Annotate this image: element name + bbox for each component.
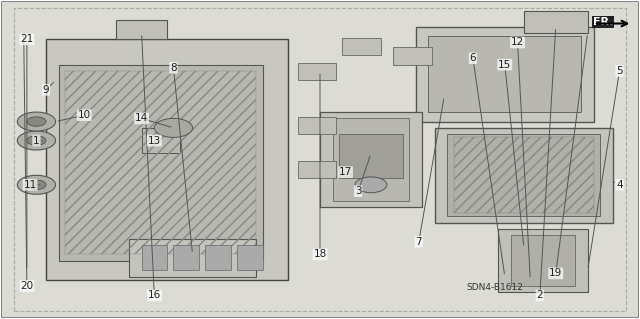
Text: 12: 12: [511, 38, 524, 48]
Circle shape: [27, 136, 46, 145]
Text: 20: 20: [20, 281, 33, 291]
Bar: [141, 245, 167, 270]
Bar: [511, 235, 575, 286]
Bar: [454, 137, 594, 213]
Circle shape: [355, 177, 387, 193]
Bar: [339, 134, 403, 178]
Text: 9: 9: [43, 85, 49, 95]
Text: 6: 6: [470, 53, 476, 63]
Text: 11: 11: [24, 180, 36, 190]
Text: 14: 14: [135, 113, 148, 123]
Circle shape: [17, 112, 56, 131]
Bar: [237, 245, 262, 270]
Bar: [205, 245, 231, 270]
Circle shape: [17, 131, 56, 150]
Bar: [333, 118, 409, 201]
Bar: [428, 36, 581, 112]
Bar: [320, 112, 422, 207]
Bar: [394, 47, 431, 65]
Text: 10: 10: [77, 110, 91, 120]
Bar: [298, 117, 336, 134]
Text: FR.: FR.: [593, 17, 613, 27]
Bar: [415, 27, 594, 122]
Bar: [499, 229, 588, 292]
Bar: [298, 63, 336, 80]
Circle shape: [17, 175, 56, 194]
Text: 13: 13: [148, 136, 161, 145]
Circle shape: [27, 117, 46, 126]
Text: 21: 21: [20, 34, 33, 44]
Text: 18: 18: [314, 249, 326, 259]
Bar: [342, 38, 381, 55]
Bar: [435, 128, 613, 223]
Bar: [59, 65, 262, 261]
Text: 15: 15: [498, 60, 511, 70]
Text: 16: 16: [148, 291, 161, 300]
Polygon shape: [46, 39, 288, 280]
Bar: [173, 245, 199, 270]
Bar: [141, 128, 180, 153]
Text: 7: 7: [415, 237, 422, 247]
Text: 1: 1: [33, 136, 40, 145]
Text: 5: 5: [616, 66, 623, 76]
Circle shape: [154, 118, 193, 137]
Bar: [65, 71, 256, 254]
Text: 17: 17: [339, 167, 352, 177]
Text: 2: 2: [536, 291, 543, 300]
Text: 4: 4: [616, 180, 623, 190]
Text: 19: 19: [549, 268, 563, 278]
Bar: [524, 11, 588, 33]
Bar: [447, 134, 600, 216]
Text: 8: 8: [170, 63, 177, 73]
Bar: [298, 161, 336, 178]
Bar: [129, 239, 256, 277]
Text: SDN4-B1612: SDN4-B1612: [467, 283, 524, 292]
Text: 3: 3: [355, 186, 362, 196]
Circle shape: [27, 180, 46, 189]
Bar: [116, 20, 167, 39]
